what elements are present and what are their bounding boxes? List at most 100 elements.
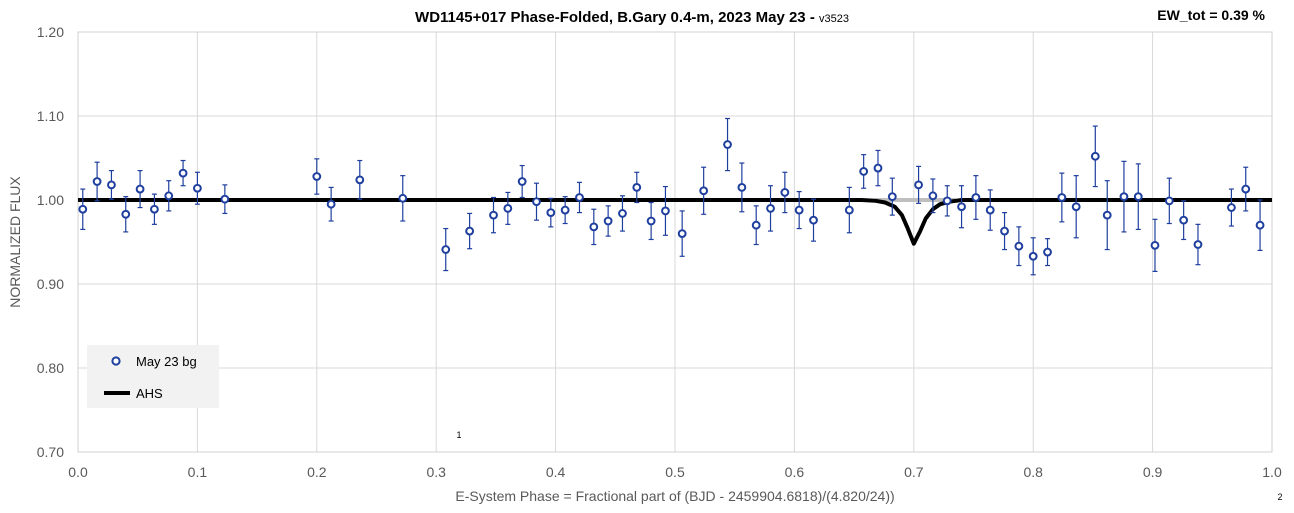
point-marker (780, 188, 790, 197)
data-point-39 (859, 154, 869, 189)
point-marker (107, 180, 116, 190)
data-point-20 (546, 197, 556, 228)
ahs-model-line (78, 198, 1272, 246)
data-point-21 (560, 196, 570, 225)
point-marker (794, 205, 804, 215)
x-tick-label-0: 0.0 (68, 464, 88, 480)
data-point-36 (794, 191, 804, 230)
point-marker (677, 229, 687, 239)
data-point-55 (1102, 180, 1112, 251)
data-point-52 (1057, 172, 1067, 223)
data-point-6 (164, 180, 174, 212)
data-point-7 (178, 159, 188, 187)
x-tick-label-10: 1.0 (1262, 464, 1282, 480)
data-point-56 (1119, 160, 1129, 233)
point-marker (1119, 192, 1129, 202)
point-marker (1057, 193, 1067, 202)
data-point-14 (441, 227, 451, 272)
point-marker (503, 204, 513, 213)
point-marker (985, 205, 995, 215)
point-marker (193, 183, 202, 193)
chart-title: WD1145+017 Phase-Folded, B.Gary 0.4-m, 2… (415, 9, 849, 26)
point-marker (78, 204, 88, 214)
data-point-47 (985, 189, 995, 231)
data-point-16 (489, 196, 498, 234)
ahs-model-series (78, 198, 1272, 246)
y-tick-label-5: 1.20 (37, 24, 64, 40)
point-marker (1000, 226, 1009, 236)
data-point-31 (723, 117, 732, 172)
point-marker (942, 196, 952, 206)
data-point-49 (1014, 226, 1024, 267)
x-tick-label-5: 0.5 (665, 464, 685, 480)
data-point-3 (121, 196, 131, 233)
y-tick-label-4: 1.10 (37, 108, 64, 124)
legend: May 23 bg AHS (87, 345, 219, 408)
data-point-45 (957, 185, 966, 229)
x-tick-label-1: 0.1 (188, 464, 208, 480)
point-marker (914, 180, 923, 190)
data-point-59 (1164, 177, 1174, 225)
point-marker (178, 168, 188, 178)
x-tick-label-6: 0.6 (785, 464, 805, 480)
data-point-11 (326, 186, 336, 222)
data-point-10 (312, 158, 322, 195)
data-point-5 (150, 193, 159, 225)
ew-tot-annotation: EW_tot = 0.39 % (1157, 7, 1265, 23)
point-marker (164, 191, 174, 201)
data-point-22 (575, 181, 584, 214)
data-point-40 (873, 149, 883, 187)
point-marker (312, 172, 322, 181)
data-point-15 (465, 212, 475, 250)
chart-title-main: WD1145+017 Phase-Folded, B.Gary 0.4-m, 2… (415, 9, 819, 26)
point-marker (1043, 247, 1052, 257)
data-point-61 (1193, 223, 1203, 266)
data-point-12 (355, 159, 365, 200)
data-point-44 (942, 185, 952, 217)
point-marker (326, 199, 336, 209)
data-point-33 (751, 205, 761, 246)
data-point-2 (107, 170, 116, 200)
point-marker (517, 177, 527, 186)
y-axis-label: NORMALIZED FLUX (7, 176, 23, 308)
point-marker (887, 192, 897, 202)
point-marker (355, 175, 365, 185)
data-point-28 (661, 185, 670, 236)
point-marker (603, 216, 613, 226)
point-marker (971, 193, 981, 202)
data-point-0 (78, 188, 88, 230)
x-tick-label-9: 0.9 (1143, 464, 1163, 480)
data-point-29 (677, 210, 687, 257)
point-marker (859, 167, 869, 176)
point-marker (809, 215, 818, 225)
x-tick-label-2: 0.2 (307, 464, 327, 480)
legend-box (87, 345, 219, 408)
data-point-60 (1179, 200, 1189, 241)
data-point-9 (220, 184, 230, 215)
point-marker (1227, 203, 1236, 212)
point-marker (1102, 210, 1112, 220)
x-tick-label-8: 0.8 (1023, 464, 1043, 480)
data-point-38 (844, 186, 854, 234)
y-axis-tick-labels: 0.70 0.80 0.90 1.00 1.10 1.20 (37, 24, 64, 460)
x-axis-label: E-System Phase = Fractional part of (BJD… (455, 488, 894, 504)
point-marker (92, 177, 102, 186)
data-point-17 (503, 191, 513, 225)
point-marker (873, 163, 883, 173)
data-point-32 (737, 162, 747, 213)
x-tick-label-7: 0.7 (904, 464, 924, 480)
data-point-35 (780, 171, 790, 214)
y-tick-label-2: 0.90 (37, 276, 64, 292)
stray-label-2: 2 (1277, 492, 1282, 502)
y-tick-label-1: 0.80 (37, 360, 64, 376)
point-marker (135, 184, 145, 194)
data-point-18 (517, 164, 527, 199)
point-marker (575, 193, 584, 202)
point-marker (1014, 241, 1024, 251)
data-point-48 (1000, 212, 1009, 251)
data-point-58 (1150, 218, 1160, 272)
point-marker (661, 206, 670, 216)
data-point-27 (646, 201, 656, 241)
point-marker (928, 191, 938, 201)
data-point-25 (618, 195, 627, 232)
